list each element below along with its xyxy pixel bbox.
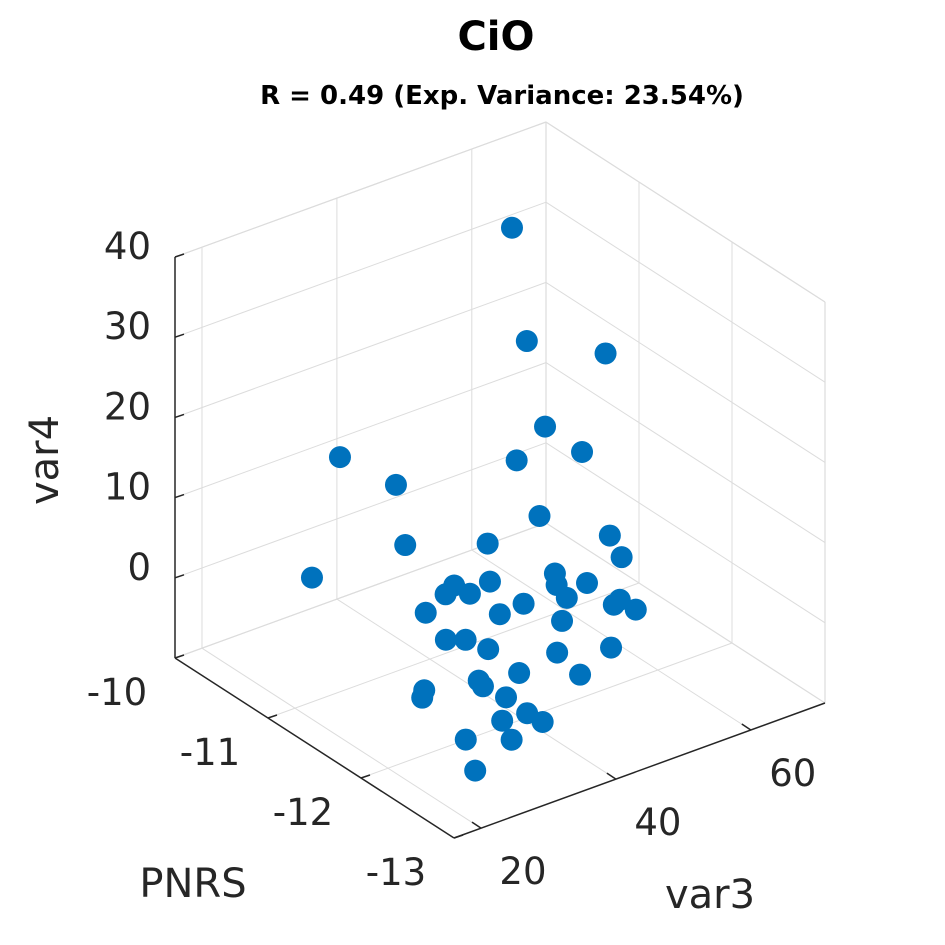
z-tick-label: 30: [104, 305, 151, 348]
grid-line: [174, 442, 547, 579]
box-edge: [545, 522, 826, 704]
y-axis-label: var3: [665, 872, 755, 918]
y-tick: [471, 821, 482, 829]
x-axis-line: [174, 657, 455, 839]
point: [515, 330, 538, 353]
z-tick: [174, 493, 185, 499]
grid-line: [201, 647, 482, 829]
grid-line: [545, 362, 826, 544]
grid-line: [545, 442, 826, 624]
point: [569, 663, 592, 686]
z-tick: [174, 574, 185, 579]
point: [505, 449, 528, 472]
z-tick: [174, 253, 185, 258]
point: [411, 686, 434, 709]
x-tick-label: -12: [273, 791, 333, 834]
point: [458, 582, 481, 605]
grid-line: [360, 642, 733, 779]
y-tick-label: 20: [499, 850, 546, 893]
z-axis-label: var4: [22, 415, 68, 505]
grid: [174, 121, 826, 839]
point: [512, 592, 535, 615]
point: [571, 441, 594, 464]
x-tick: [453, 834, 464, 839]
grid-line: [174, 201, 547, 338]
point: [600, 636, 623, 659]
z-tick: [174, 333, 185, 338]
x-tick-label: -10: [87, 671, 147, 714]
point: [608, 588, 631, 611]
point: [546, 641, 569, 664]
x-tick: [267, 714, 278, 719]
point: [551, 609, 574, 632]
point: [454, 728, 477, 751]
y-tick: [741, 723, 752, 731]
point: [477, 638, 500, 661]
z-tick-label: 0: [127, 546, 151, 589]
z-tick: [174, 413, 185, 419]
y-tick-label: 40: [634, 801, 681, 844]
z-tick-label: 40: [104, 225, 151, 268]
axes: 0 10 20 30 40 -13 -12 -11 -10 20 40 60: [87, 225, 826, 894]
point: [624, 598, 647, 621]
x-axis-label: PNRS: [139, 861, 246, 907]
point: [594, 342, 617, 365]
x-tick-label: -13: [366, 851, 426, 894]
y-tick: [606, 772, 617, 780]
point: [534, 415, 557, 438]
chart-title: CiO: [457, 14, 534, 60]
x-tick: [360, 774, 371, 779]
point: [495, 686, 518, 709]
point: [576, 572, 599, 595]
x-tick-label: -11: [180, 731, 240, 774]
points: [300, 216, 647, 782]
grid-line: [174, 121, 547, 258]
point: [610, 546, 633, 569]
point: [531, 711, 554, 734]
point: [491, 709, 514, 732]
point: [598, 524, 621, 547]
grid-line: [545, 201, 826, 383]
grid-line: [545, 121, 826, 303]
point: [500, 216, 523, 239]
point: [478, 570, 501, 593]
point: [500, 728, 523, 751]
point: [528, 505, 551, 528]
point: [476, 532, 499, 555]
point: [414, 601, 437, 624]
point: [394, 534, 417, 557]
point: [488, 603, 511, 626]
y-axis-line: [453, 702, 826, 839]
point: [555, 586, 578, 609]
point: [300, 566, 323, 589]
z-tick-label: 10: [104, 466, 151, 509]
point: [434, 628, 457, 651]
point: [434, 583, 457, 606]
point: [454, 628, 477, 651]
grid-line: [545, 281, 826, 463]
grid-line: [267, 582, 640, 719]
point: [328, 446, 351, 469]
y-tick-label: 60: [769, 752, 816, 795]
point: [471, 675, 494, 698]
point: [384, 473, 407, 496]
grid-line: [174, 281, 547, 418]
chart-subtitle: R = 0.49 (Exp. Variance: 23.54%): [260, 81, 744, 111]
grid-line: [174, 362, 547, 499]
x-tick: [174, 654, 185, 659]
point: [508, 662, 531, 685]
z-tick-label: 20: [104, 385, 151, 428]
point: [464, 759, 487, 782]
